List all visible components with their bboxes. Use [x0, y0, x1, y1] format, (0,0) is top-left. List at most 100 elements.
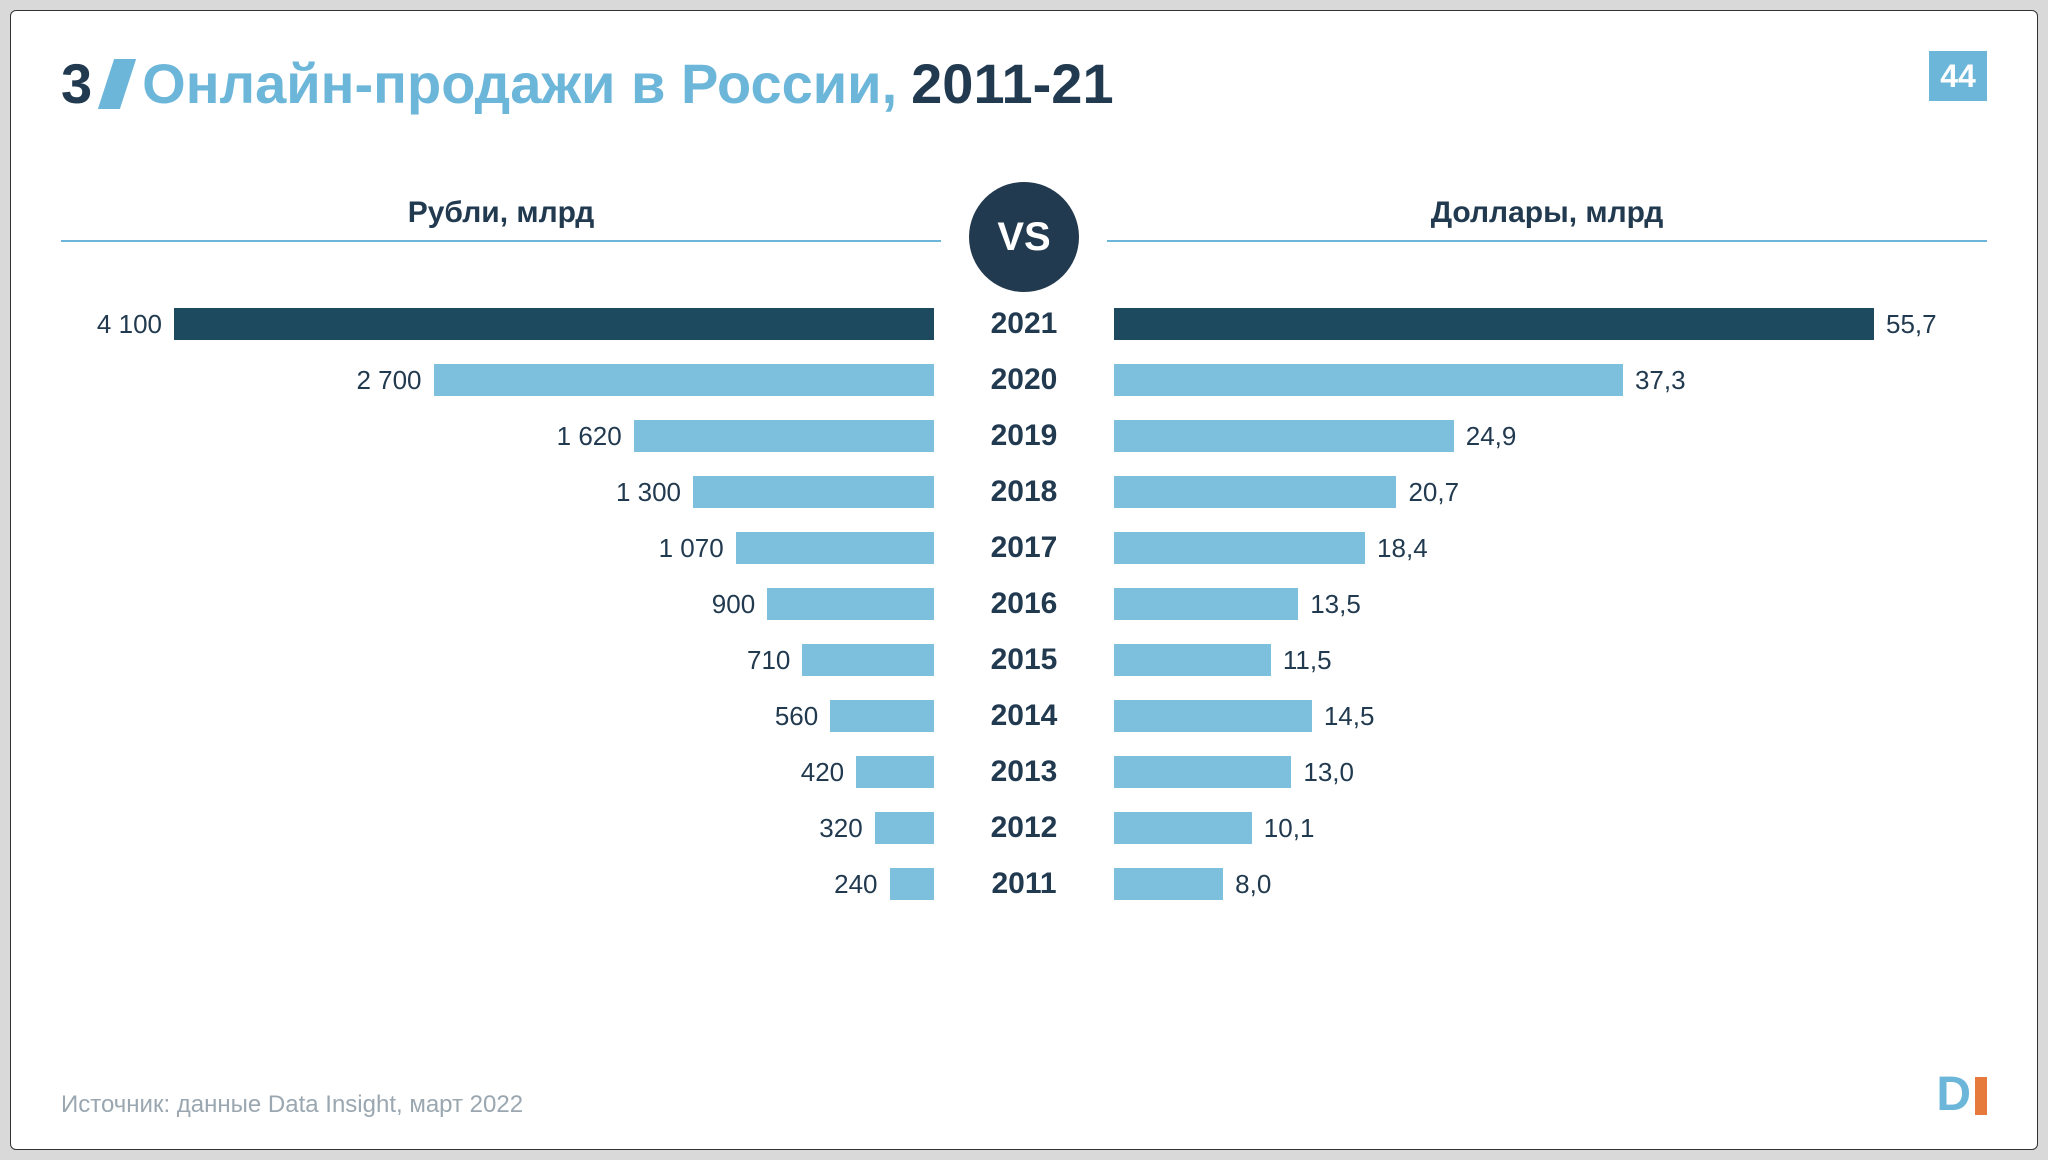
chart-row: 4 100 2021 55,7 [61, 306, 1987, 362]
left-bar [634, 420, 934, 452]
right-bar [1114, 868, 1223, 900]
title-light: Онлайн-продажи в России, [142, 51, 897, 116]
right-value-label: 24,9 [1466, 421, 1517, 452]
left-bar-wrap: 420 [801, 756, 934, 788]
chart-row: 710 2015 11,5 [61, 642, 1987, 698]
left-bar [875, 812, 934, 844]
left-bar [767, 588, 934, 620]
right-bar [1114, 532, 1365, 564]
year-label: 2014 [944, 698, 1104, 734]
right-bar-wrap: 11,5 [1114, 644, 1332, 676]
left-value-label: 1 300 [616, 477, 681, 508]
left-bar-wrap: 320 [819, 812, 934, 844]
right-value-label: 18,4 [1377, 533, 1428, 564]
page-number-badge: 44 [1929, 51, 1987, 101]
right-bar [1114, 420, 1454, 452]
right-bar [1114, 588, 1298, 620]
left-bar-wrap: 710 [747, 644, 934, 676]
left-value-label: 420 [801, 757, 844, 788]
chart-row: 1 070 2017 18,4 [61, 530, 1987, 586]
year-label: 2020 [944, 362, 1104, 398]
slide-header: 3 Онлайн-продажи в России, 2011-21 [61, 51, 1987, 116]
left-value-label: 1 070 [659, 533, 724, 564]
title-dark: 2011-21 [911, 51, 1113, 116]
right-value-label: 55,7 [1886, 309, 1937, 340]
left-bar [434, 364, 934, 396]
right-bar [1114, 364, 1623, 396]
left-bar [890, 868, 934, 900]
right-axis-line [1107, 240, 1987, 242]
right-bar-wrap: 13,5 [1114, 588, 1361, 620]
chart-row: 900201613,5 [61, 586, 1987, 642]
left-bar [802, 644, 934, 676]
year-label: 2017 [944, 530, 1104, 566]
left-bar-wrap: 1 070 [659, 532, 934, 564]
year-label: 2013 [944, 754, 1104, 790]
year-label: 2011 [944, 866, 1104, 902]
chart-row: 1 300 2018 20,7 [61, 474, 1987, 530]
left-axis-line [61, 240, 941, 242]
right-bar-wrap: 18,4 [1114, 532, 1428, 564]
right-bar-wrap: 24,9 [1114, 420, 1516, 452]
chart-row: 320 2012 10,1 [61, 810, 1987, 866]
left-value-label: 710 [747, 645, 790, 676]
left-value-label: 900 [712, 589, 755, 620]
right-bar-wrap: 37,3 [1114, 364, 1686, 396]
right-column-header: Доллары, млрд [1107, 196, 1987, 230]
right-bar-wrap: 14,5 [1114, 700, 1374, 732]
left-value-label: 560 [775, 701, 818, 732]
slide: 3 Онлайн-продажи в России, 2011-21 44 Ру… [10, 10, 2038, 1150]
left-value-label: 240 [834, 869, 877, 900]
left-bar [830, 700, 934, 732]
left-column-header: Рубли, млрд [61, 196, 941, 230]
right-bar-wrap: 8,0 [1114, 868, 1271, 900]
right-value-label: 13,0 [1303, 757, 1354, 788]
left-value-label: 1 620 [557, 421, 622, 452]
right-value-label: 37,3 [1635, 365, 1686, 396]
right-bar-wrap: 20,7 [1114, 476, 1459, 508]
section-number: 3 [61, 51, 92, 116]
chart-row: 240 2011 8,0 [61, 866, 1987, 922]
year-label: 2015 [944, 642, 1104, 678]
slash-icon [98, 59, 136, 109]
chart-row: 420 2013 13,0 [61, 754, 1987, 810]
brand-logo: D [1936, 1071, 1987, 1119]
left-bar-wrap: 1 300 [616, 476, 934, 508]
vs-badge: VS [969, 182, 1079, 292]
right-bar [1114, 700, 1312, 732]
source-text: Источник: данные Data Insight, март 2022 [61, 1091, 523, 1119]
right-value-label: 20,7 [1408, 477, 1459, 508]
right-value-label: 10,1 [1264, 813, 1315, 844]
right-value-label: 13,5 [1310, 589, 1361, 620]
left-bar-wrap: 900 [712, 588, 934, 620]
year-label: 2021 [944, 306, 1104, 342]
year-label: 2019 [944, 418, 1104, 454]
left-bar-wrap: 2 700 [356, 364, 934, 396]
left-bar [174, 308, 934, 340]
left-bar [856, 756, 934, 788]
left-bar-wrap: 560 [775, 700, 934, 732]
right-bar [1114, 812, 1252, 844]
left-bar [693, 476, 934, 508]
year-label: 2012 [944, 810, 1104, 846]
right-bar [1114, 476, 1396, 508]
logo-d-icon: D [1936, 1071, 1971, 1119]
right-bar-wrap: 55,7 [1114, 308, 1937, 340]
left-value-label: 320 [819, 813, 862, 844]
logo-i-icon [1975, 1077, 1987, 1115]
left-bar-wrap: 4 100 [97, 308, 934, 340]
left-value-label: 2 700 [356, 365, 421, 396]
chart-row: 2 700 2020 37,3 [61, 362, 1987, 418]
left-bar-wrap: 1 620 [557, 420, 934, 452]
chart-row: 560 2014 14,5 [61, 698, 1987, 754]
right-value-label: 11,5 [1283, 645, 1332, 676]
left-bar [736, 532, 934, 564]
right-value-label: 14,5 [1324, 701, 1375, 732]
year-label: 2018 [944, 474, 1104, 510]
comparison-chart: Рубли, млрд Доллары, млрд VS 4 100202155… [61, 196, 1987, 1016]
right-bar [1114, 644, 1271, 676]
right-bar [1114, 756, 1291, 788]
chart-row: 1 620 2019 24,9 [61, 418, 1987, 474]
left-value-label: 4 100 [97, 309, 162, 340]
chart-rows: 4 100202155,72 700202037,31 620201924,91… [61, 306, 1987, 922]
